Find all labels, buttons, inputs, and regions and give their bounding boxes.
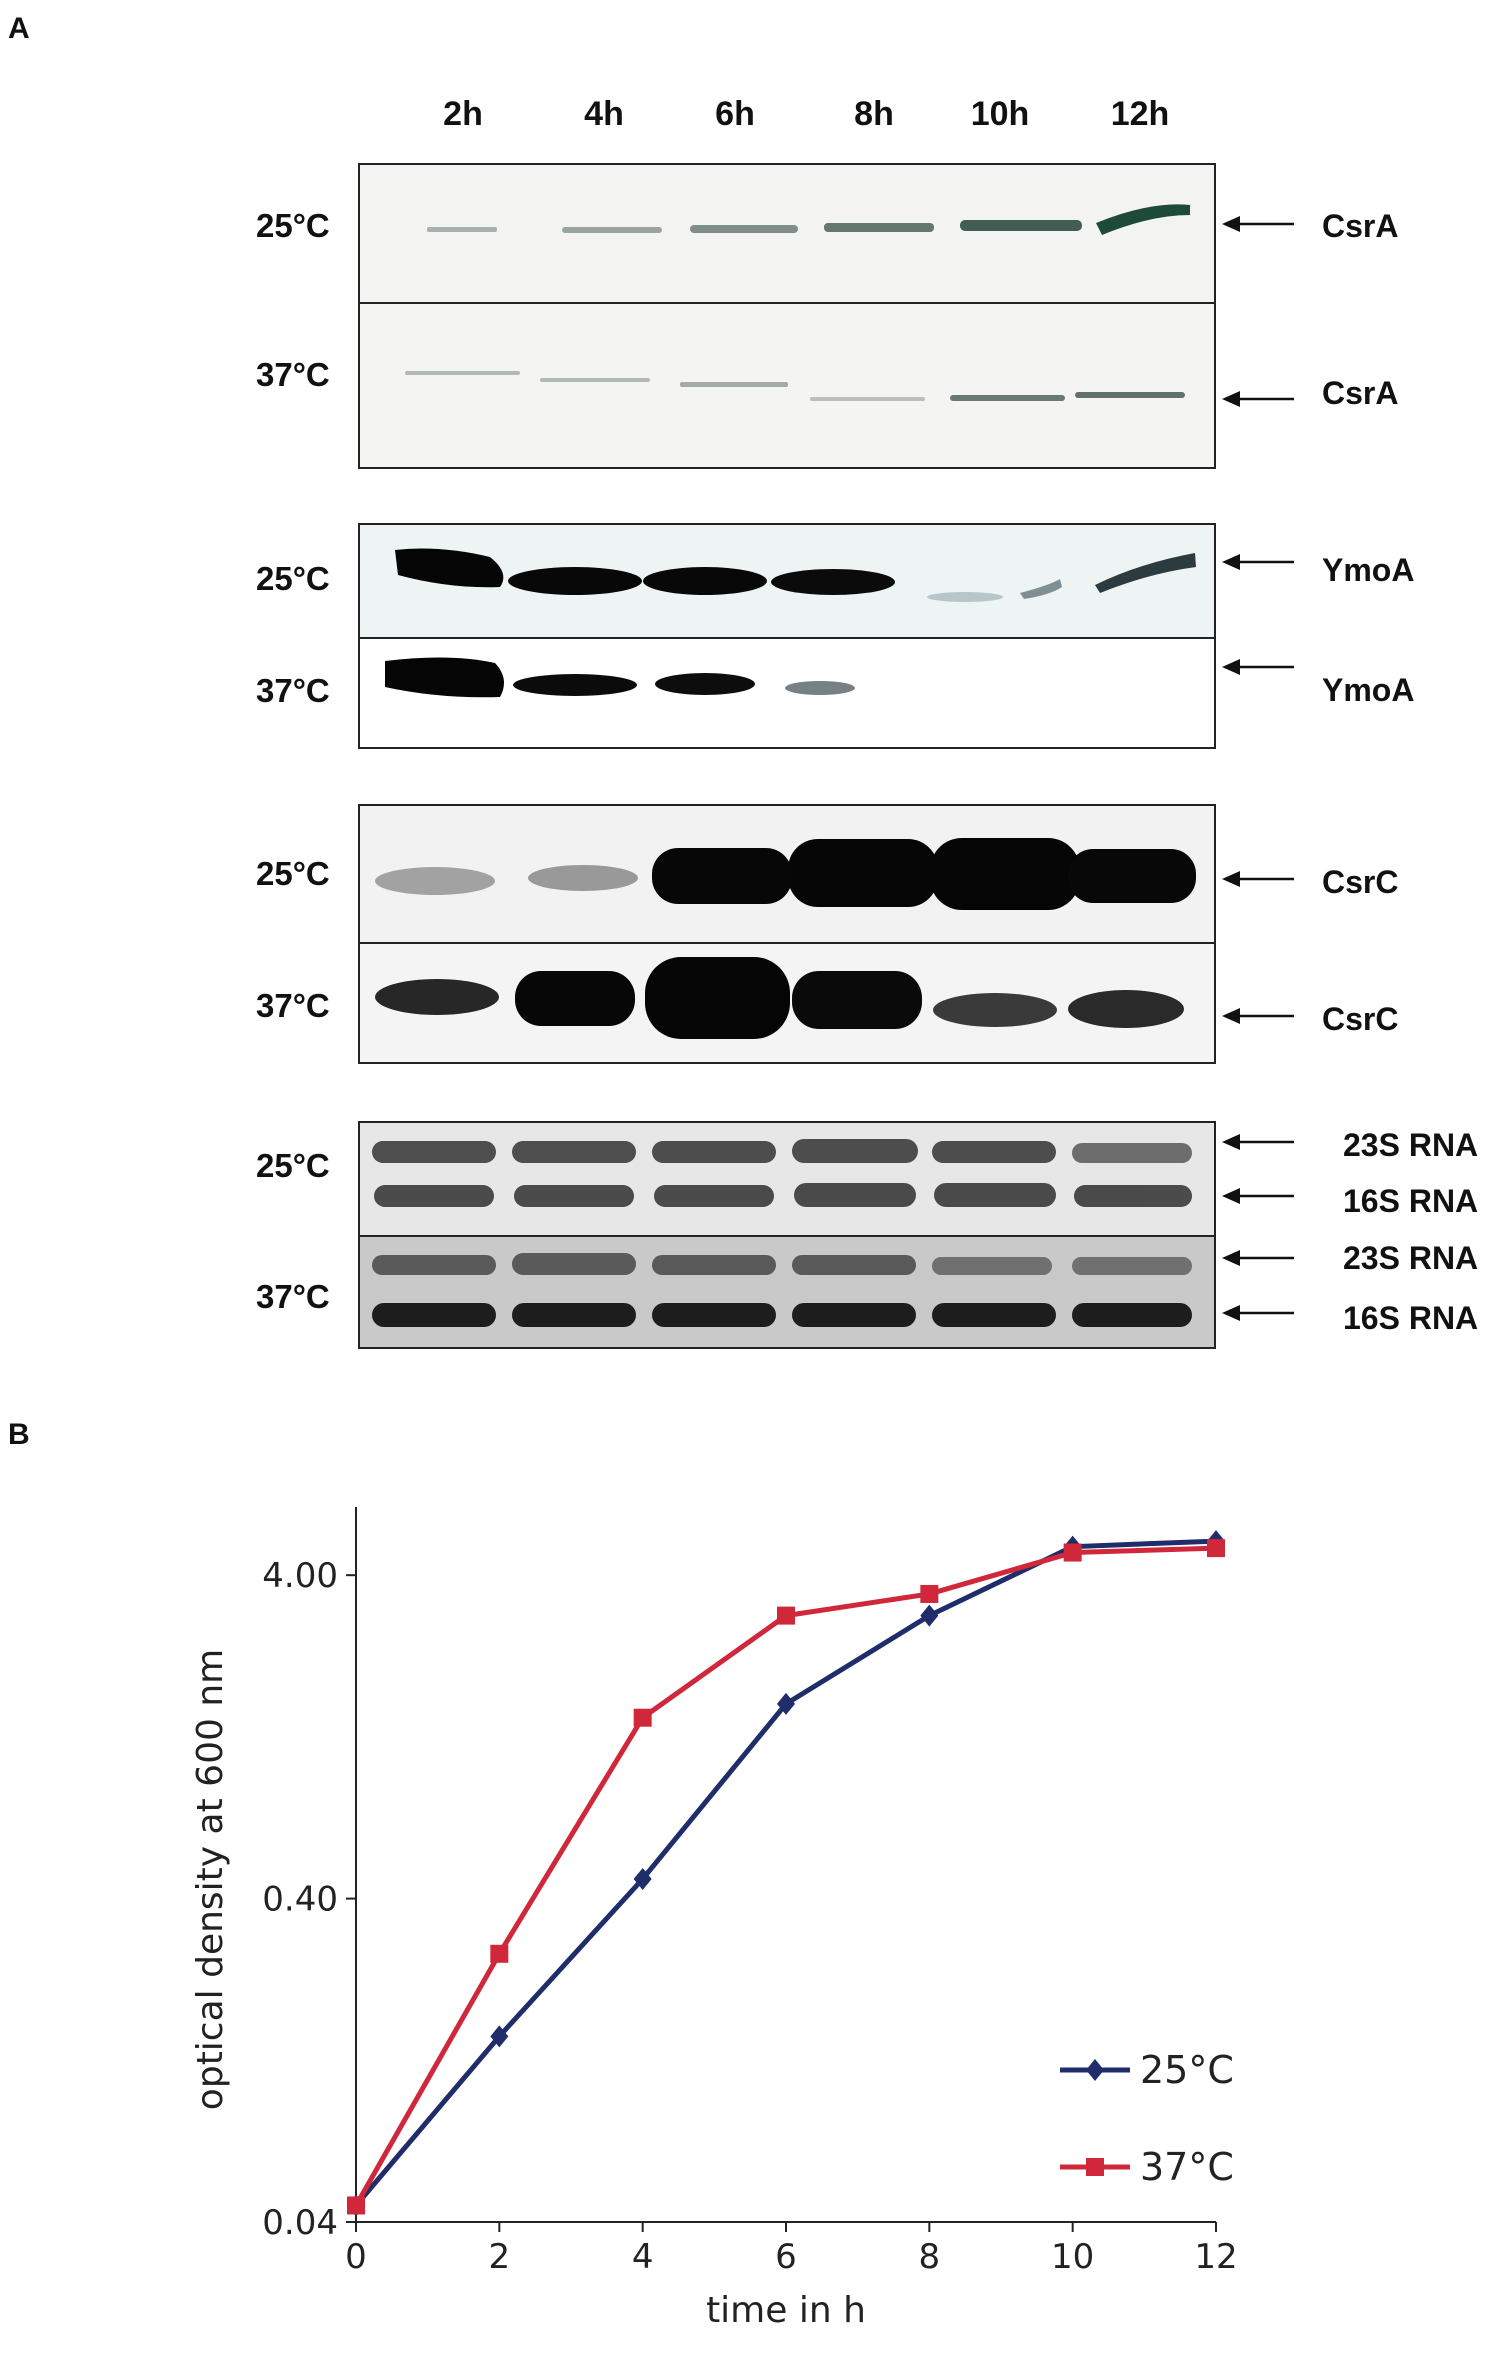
arrow-icon <box>1222 554 1294 570</box>
csrc-blot <box>358 804 1216 1064</box>
x-tick-label: 4 <box>632 2237 654 2277</box>
growth-curve-chart: 0 2 4 6 8 10 12 0.04 0.40 4.00 time in h optical de… <box>180 1495 1260 2364</box>
csra-band-label-37c: CsrA <box>1322 375 1399 411</box>
rrna-temp-25c: 25°C <box>256 1147 330 1184</box>
ymoa-strip-37c <box>360 637 1214 747</box>
ymoa-blot <box>358 523 1216 749</box>
series-line-37c <box>353 1545 1217 2207</box>
x-tick-label: 2 <box>489 2237 511 2277</box>
arrow-icon <box>1222 1134 1294 1150</box>
arrow-icon <box>1222 1250 1294 1266</box>
data-point-37c <box>347 2196 365 2215</box>
data-point-25c <box>777 1692 795 1715</box>
arrow-icon <box>1222 871 1294 887</box>
data-point-37c <box>490 1944 509 1963</box>
csra-temp-37c: 37°C <box>256 356 330 393</box>
csra-strip-37c <box>360 302 1214 467</box>
arrow-icon <box>1222 1305 1294 1321</box>
csrc-temp-25c: 25°C <box>256 855 330 892</box>
x-tick-label: 6 <box>775 2237 797 2277</box>
y-tick-label: 0.40 <box>262 1880 338 1920</box>
data-point-25c <box>633 1867 652 1890</box>
lane-label-10h: 10h <box>970 95 1030 133</box>
csrc-band-label-25c: CsrC <box>1322 864 1399 900</box>
rrna-strip-37c <box>360 1235 1214 1347</box>
data-point-25c <box>490 2025 509 2048</box>
x-tick-label: 8 <box>919 2237 941 2277</box>
legend-marker <box>1086 2059 1104 2081</box>
lane-label-2h: 2h <box>443 95 483 133</box>
data-point-25c <box>920 1604 939 1627</box>
csra-band-label-25c: CsrA <box>1322 208 1399 244</box>
csra-temp-25c: 25°C <box>256 207 330 244</box>
series-line-25c <box>354 1538 1217 2208</box>
legend-marker <box>1086 2158 1104 2176</box>
csra-strip-25c <box>360 165 1214 302</box>
lane-label-6h: 6h <box>715 95 755 133</box>
arrow-icon <box>1222 216 1294 232</box>
ymoa-band-label-37c: YmoA <box>1322 672 1415 708</box>
rrna-gel <box>358 1121 1216 1349</box>
ymoa-temp-25c: 25°C <box>256 560 330 597</box>
arrow-icon <box>1222 1008 1294 1024</box>
y-axis-label: optical density at 600 nm <box>190 1649 231 2110</box>
y-tick-label: 4.00 <box>262 1556 338 1596</box>
csra-blot <box>358 163 1216 469</box>
x-tick-label: 0 <box>345 2237 367 2277</box>
x-tick-label: 10 <box>1051 2237 1094 2277</box>
data-point-37c <box>920 1584 939 1603</box>
csrc-strip-25c <box>360 806 1214 942</box>
data-point-37c <box>633 1708 652 1727</box>
arrow-icon <box>1222 1188 1294 1204</box>
panel-b-letter: B <box>8 1418 30 1451</box>
y-tick-label: 0.04 <box>262 2203 338 2243</box>
rrna-band-label-23s-37c: 23S RNA <box>1343 1240 1479 1276</box>
rrna-temp-37c: 37°C <box>256 1278 330 1315</box>
rrna-strip-25c <box>360 1123 1214 1235</box>
arrow-icon <box>1222 391 1294 407</box>
rrna-band-label-16s-37c: 16S RNA <box>1343 1300 1479 1336</box>
csrc-temp-37c: 37°C <box>256 987 330 1024</box>
data-point-37c <box>1063 1543 1082 1562</box>
ymoa-temp-37c: 37°C <box>256 672 330 709</box>
csrc-strip-37c <box>360 942 1214 1062</box>
x-axis-label: time in h <box>706 2290 866 2331</box>
lane-label-8h: 8h <box>854 95 894 133</box>
legend-label: 37°C <box>1140 2145 1234 2189</box>
ymoa-band-label-25c: YmoA <box>1322 552 1415 588</box>
lane-label-4h: 4h <box>584 95 624 133</box>
rrna-band-label-16s-25c: 16S RNA <box>1343 1183 1479 1219</box>
data-point-37c <box>777 1606 795 1625</box>
data-point-37c <box>1207 1539 1225 1558</box>
arrow-icon <box>1222 659 1294 675</box>
legend-label: 25°C <box>1140 2048 1234 2092</box>
lane-label-12h: 12h <box>1110 95 1170 133</box>
panel-a-letter: A <box>8 12 30 45</box>
rrna-band-label-23s-25c: 23S RNA <box>1343 1127 1479 1163</box>
x-tick-label: 12 <box>1194 2237 1237 2277</box>
ymoa-strip-25c <box>360 525 1214 637</box>
csrc-band-label-37c: CsrC <box>1322 1001 1399 1037</box>
